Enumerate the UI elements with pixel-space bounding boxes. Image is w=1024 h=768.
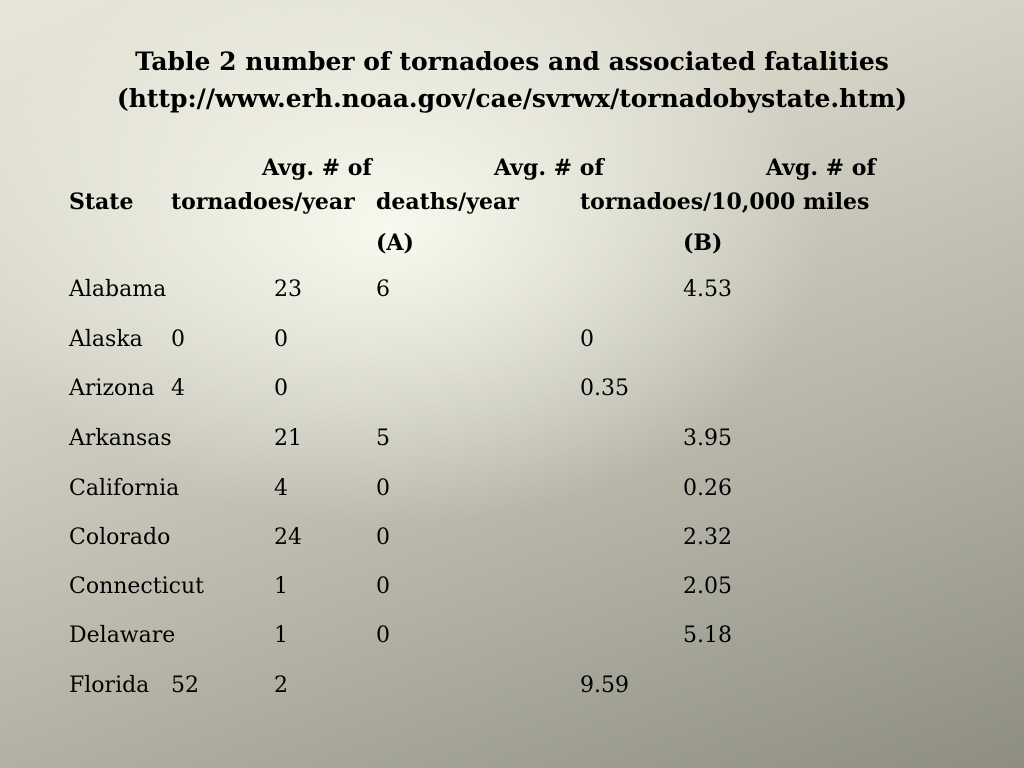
row-state: Florida bbox=[69, 673, 150, 698]
row-per-miles: 2.05 bbox=[683, 574, 732, 599]
row-deaths: 5 bbox=[376, 426, 390, 451]
row-tornadoes: 1 bbox=[274, 623, 288, 648]
header-note-a: (A) bbox=[376, 230, 414, 256]
row-tornadoes: 4 bbox=[274, 476, 288, 501]
row-per-miles: 0.26 bbox=[683, 476, 732, 501]
row-state: Connecticut bbox=[69, 574, 204, 599]
row-per-miles: 3.95 bbox=[683, 426, 732, 451]
row-tornadoes: 52 bbox=[171, 673, 199, 698]
row-deaths: 6 bbox=[376, 277, 390, 302]
row-per-miles: 4.53 bbox=[683, 277, 732, 302]
row-tornadoes: 1 bbox=[274, 574, 288, 599]
row-state: Alabama bbox=[69, 277, 167, 302]
row-state: Alaska bbox=[69, 327, 143, 352]
row-tornadoes: 4 bbox=[171, 376, 185, 401]
row-deaths: 0 bbox=[376, 574, 390, 599]
row-deaths: 0 bbox=[376, 476, 390, 501]
row-per-miles: 0.35 bbox=[580, 376, 629, 401]
table-title: Table 2 number of tornadoes and associat… bbox=[135, 47, 889, 76]
header-avg-of-tornadoes-miles: Avg. # of bbox=[766, 155, 876, 181]
row-deaths: 0 bbox=[274, 327, 288, 352]
row-tornadoes: 21 bbox=[274, 426, 302, 451]
header-note-b: (B) bbox=[683, 230, 723, 256]
header-avg-of-deaths: Avg. # of bbox=[494, 155, 604, 181]
row-deaths: 0 bbox=[376, 525, 390, 550]
row-deaths: 2 bbox=[274, 673, 288, 698]
row-deaths: 0 bbox=[376, 623, 390, 648]
row-per-miles: 2.32 bbox=[683, 525, 732, 550]
header-tornadoes-miles: tornadoes/10,000 miles bbox=[580, 189, 870, 215]
row-per-miles: 9.59 bbox=[580, 673, 629, 698]
row-per-miles: 5.18 bbox=[683, 623, 732, 648]
row-state: Delaware bbox=[69, 623, 176, 648]
row-tornadoes: 24 bbox=[274, 525, 302, 550]
row-tornadoes: 0 bbox=[171, 327, 185, 352]
header-tornadoes-year: tornadoes/year bbox=[171, 189, 355, 215]
header-state: State bbox=[69, 189, 134, 215]
row-state: California bbox=[69, 476, 180, 501]
row-state: Arkansas bbox=[69, 426, 172, 451]
row-deaths: 0 bbox=[274, 376, 288, 401]
row-per-miles: 0 bbox=[580, 327, 594, 352]
row-state: Arizona bbox=[69, 376, 155, 401]
table-source-url: (http://www.erh.noaa.gov/cae/svrwx/torna… bbox=[116, 84, 908, 113]
header-avg-of-tornadoes: Avg. # of bbox=[262, 155, 372, 181]
row-state: Colorado bbox=[69, 525, 171, 550]
header-deaths-year: deaths/year bbox=[376, 189, 519, 215]
row-tornadoes: 23 bbox=[274, 277, 302, 302]
